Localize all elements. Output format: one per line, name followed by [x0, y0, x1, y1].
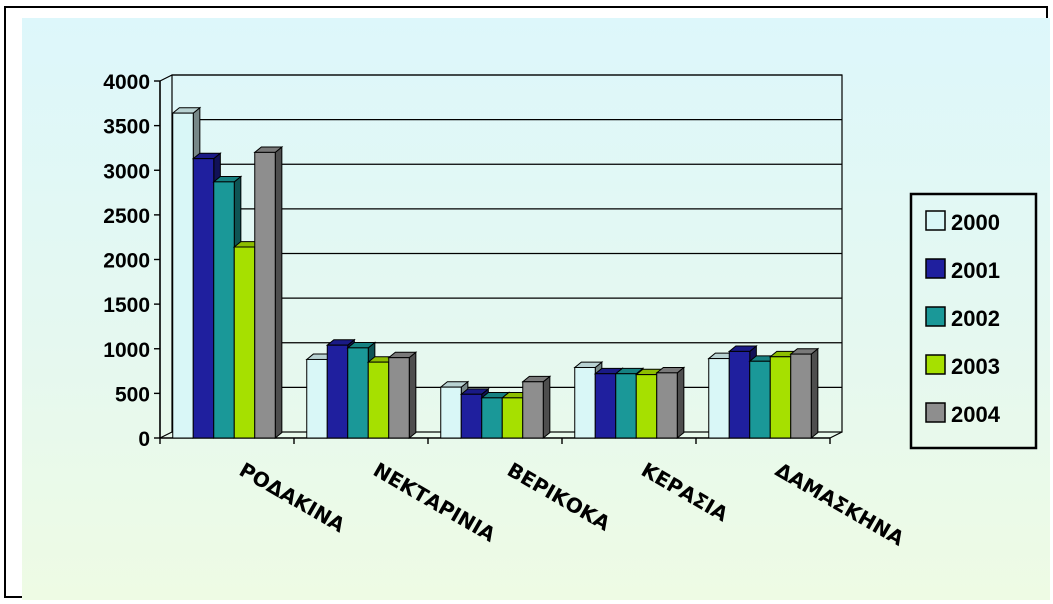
legend-swatch: [925, 306, 946, 327]
gridlines: [172, 74, 842, 388]
legend-label: 2002: [951, 306, 1000, 331]
y-tick-label: 3500: [103, 116, 150, 139]
legend-label: 2000: [951, 210, 1000, 235]
y-tick-label: 1000: [103, 339, 150, 362]
legend-swatch: [925, 402, 946, 423]
x-category-label: ΒΕΡΙΚΟΚΑ: [503, 458, 615, 536]
y-tick-label: 2500: [103, 205, 150, 228]
y-tick-label: 4000: [103, 71, 150, 94]
x-category-label: ΚΕΡΑΣΙΑ: [637, 458, 732, 527]
x-category-label: ΡΟΔΑΚΙΝΑ: [235, 458, 349, 538]
legend-swatch: [925, 354, 946, 375]
chart-frame: 0 500 1000 1500 2000 2500 3000 3500 4000 ΡΟΔΑΚΙΝΑ…: [4, 6, 1050, 600]
x-category-label: ΝΕΚΤΑΡΙΝΙΑ: [369, 458, 500, 547]
floor-edge: [159, 431, 173, 439]
legend-swatch: [925, 210, 946, 231]
legend-label: 2003: [951, 354, 1000, 379]
bar: [253, 145, 284, 440]
bar: [789, 347, 820, 440]
bar-chart: 0 500 1000 1500 2000 2500 3000 3500 4000 ΡΟΔΑΚΙΝΑ…: [103, 71, 1038, 551]
y-tick-label: 0: [138, 428, 150, 451]
legend: 2000 2001 2002 2003 2004: [909, 192, 1038, 450]
y-tick-label: 1500: [103, 294, 150, 317]
x-category-label: ΔΑΜΑΣΚΗΝΑ: [771, 458, 909, 551]
y-tick-label: 2000: [103, 250, 150, 273]
floor-edge: [829, 431, 843, 439]
bar: [655, 366, 686, 440]
legend-swatch: [925, 258, 946, 279]
legend-label: 2004: [951, 402, 1001, 427]
bar: [521, 375, 552, 440]
side-wall-edge: [159, 74, 173, 82]
chart-area: 0 500 1000 1500 2000 2500 3000 3500 4000 ΡΟΔΑΚΙΝΑ…: [22, 18, 1050, 600]
y-tick-label: 500: [115, 383, 150, 406]
y-tick-label: 3000: [103, 160, 150, 183]
bar: [387, 351, 418, 440]
legend-label: 2001: [951, 258, 1000, 283]
